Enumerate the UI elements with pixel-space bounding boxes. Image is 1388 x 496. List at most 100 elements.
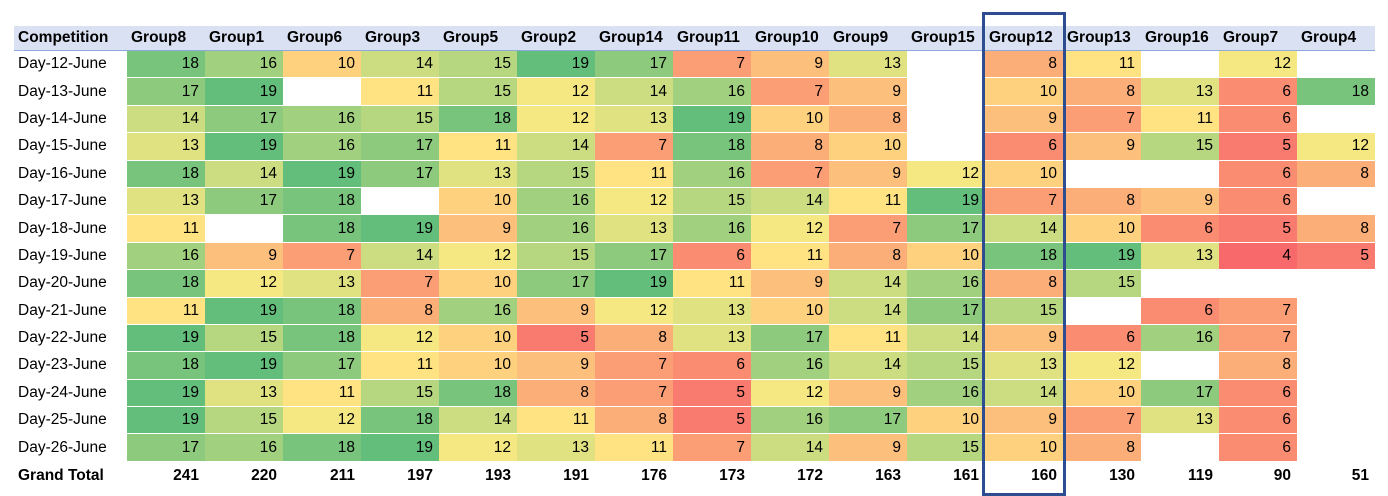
heatmap-cell: [1063, 297, 1141, 325]
total-cell: 197: [361, 460, 439, 490]
heatmap-cell: 8: [751, 132, 829, 161]
heatmap-cell: 17: [127, 433, 205, 462]
row-label: Day-20-June: [14, 269, 127, 298]
heatmap-cell: 6: [1219, 105, 1297, 134]
table-row: Day-23-June 18 19 17 11 10 9 7 6 16 14 15 13 12 8: [14, 351, 1375, 380]
heatmap-cell: 9: [829, 160, 907, 188]
total-cell: 163: [829, 460, 907, 490]
total-cell: 119: [1141, 460, 1219, 490]
heatmap-cell: 16: [1141, 324, 1219, 353]
heatmap-cell: 19: [907, 187, 985, 216]
heatmap-table: Competition Group8 Group1 Group6 Group3 Grou…: [14, 26, 1375, 490]
heatmap-cell: [1063, 160, 1141, 188]
heatmap-cell: 15: [907, 433, 985, 462]
heatmap-cell: 17: [829, 406, 907, 435]
heatmap-cell: 16: [283, 132, 361, 161]
heatmap-cell: 10: [985, 77, 1063, 106]
heatmap-cell: 12: [517, 77, 595, 106]
heatmap-cell: 12: [751, 379, 829, 408]
heatmap-cell: 18: [1297, 77, 1375, 106]
heatmap-cell: 15: [517, 160, 595, 188]
table-row: Day-17-June 13 17 18 10 16 12 15 14 11 19 7 8 9 6: [14, 187, 1375, 216]
table-row: Day-16-June 18 14 19 17 13 15 11 16 7 9 12 10 6 8: [14, 160, 1375, 188]
heatmap-cell: 12: [439, 242, 517, 271]
heatmap-cell: 11: [829, 324, 907, 353]
heatmap-cell: 7: [751, 160, 829, 188]
heatmap-cell: 15: [673, 187, 751, 216]
heatmap-cell: 11: [283, 379, 361, 408]
heatmap-cell: 17: [361, 160, 439, 188]
heatmap-cell: [1219, 269, 1297, 298]
heatmap-cell: 15: [1141, 132, 1219, 161]
heatmap-cell: 6: [1219, 406, 1297, 435]
heatmap-cell: 15: [517, 242, 595, 271]
total-cell: 51: [1297, 460, 1375, 490]
column-header-group6: Group6: [283, 26, 361, 51]
heatmap-cell: 19: [673, 105, 751, 134]
heatmap-cell: 6: [1063, 324, 1141, 353]
heatmap-cell: [1297, 187, 1375, 216]
heatmap-cell: 14: [205, 160, 283, 188]
heatmap-cell: 8: [595, 324, 673, 353]
heatmap-cell: 13: [673, 297, 751, 325]
heatmap-cell: 16: [205, 50, 283, 79]
total-cell: 161: [907, 460, 985, 490]
heatmap-cell: 7: [595, 351, 673, 380]
heatmap-cell: 16: [673, 160, 751, 188]
heatmap-cell: 8: [985, 269, 1063, 298]
heatmap-cell: 15: [361, 105, 439, 134]
heatmap-cell: 13: [283, 269, 361, 298]
heatmap-cell: 7: [985, 187, 1063, 216]
heatmap-cell: 17: [517, 269, 595, 298]
heatmap-cell: 18: [283, 324, 361, 353]
heatmap-cell: 7: [751, 77, 829, 106]
heatmap-cell: 16: [283, 105, 361, 134]
heatmap-cell: 13: [985, 351, 1063, 380]
heatmap-cell: 10: [439, 351, 517, 380]
heatmap-cell: 7: [829, 214, 907, 243]
row-label: Day-18-June: [14, 214, 127, 243]
heatmap-cell: 13: [595, 214, 673, 243]
heatmap-cell: 19: [283, 160, 361, 188]
column-header-group1: Group1: [205, 26, 283, 51]
heatmap-cell: 11: [361, 351, 439, 380]
heatmap-cell: [1141, 351, 1219, 380]
heatmap-cell: 13: [829, 50, 907, 79]
heatmap-cell: 14: [439, 406, 517, 435]
heatmap-cell: 11: [829, 187, 907, 216]
heatmap-cell: 6: [1219, 160, 1297, 188]
heatmap-cell: 14: [751, 187, 829, 216]
heatmap-cell: 19: [361, 214, 439, 243]
heatmap-cell: 19: [127, 379, 205, 408]
heatmap-cell: 15: [439, 50, 517, 79]
row-label: Day-26-June: [14, 433, 127, 462]
heatmap-cell: 14: [517, 132, 595, 161]
heatmap-cell: 5: [1297, 242, 1375, 271]
heatmap-cell: 10: [751, 105, 829, 134]
heatmap-cell: 16: [751, 351, 829, 380]
heatmap-cell: [1141, 50, 1219, 79]
heatmap-cell: 15: [439, 77, 517, 106]
heatmap-cell: [907, 132, 985, 161]
column-header-group10: Group10: [751, 26, 829, 51]
heatmap-cell: 8: [361, 297, 439, 325]
column-header-group2: Group2: [517, 26, 595, 51]
heatmap-cell: 10: [439, 269, 517, 298]
heatmap-cell: 19: [205, 132, 283, 161]
heatmap-cell: 18: [127, 50, 205, 79]
heatmap-cell: 12: [1063, 351, 1141, 380]
heatmap-cell: 19: [205, 77, 283, 106]
heatmap-cell: 12: [907, 160, 985, 188]
heatmap-cell: 8: [1297, 160, 1375, 188]
heatmap-cell: 5: [673, 406, 751, 435]
heatmap-cell: 19: [361, 433, 439, 462]
heatmap-cell: 5: [1219, 214, 1297, 243]
heatmap-cell: 8: [1063, 433, 1141, 462]
heatmap-cell: 12: [205, 269, 283, 298]
heatmap-cell: 10: [907, 242, 985, 271]
heatmap-cell: 6: [1219, 187, 1297, 216]
heatmap-cell: [1297, 406, 1375, 435]
row-label: Day-17-June: [14, 187, 127, 216]
heatmap-cell: 19: [127, 406, 205, 435]
heatmap-cell: 6: [673, 351, 751, 380]
